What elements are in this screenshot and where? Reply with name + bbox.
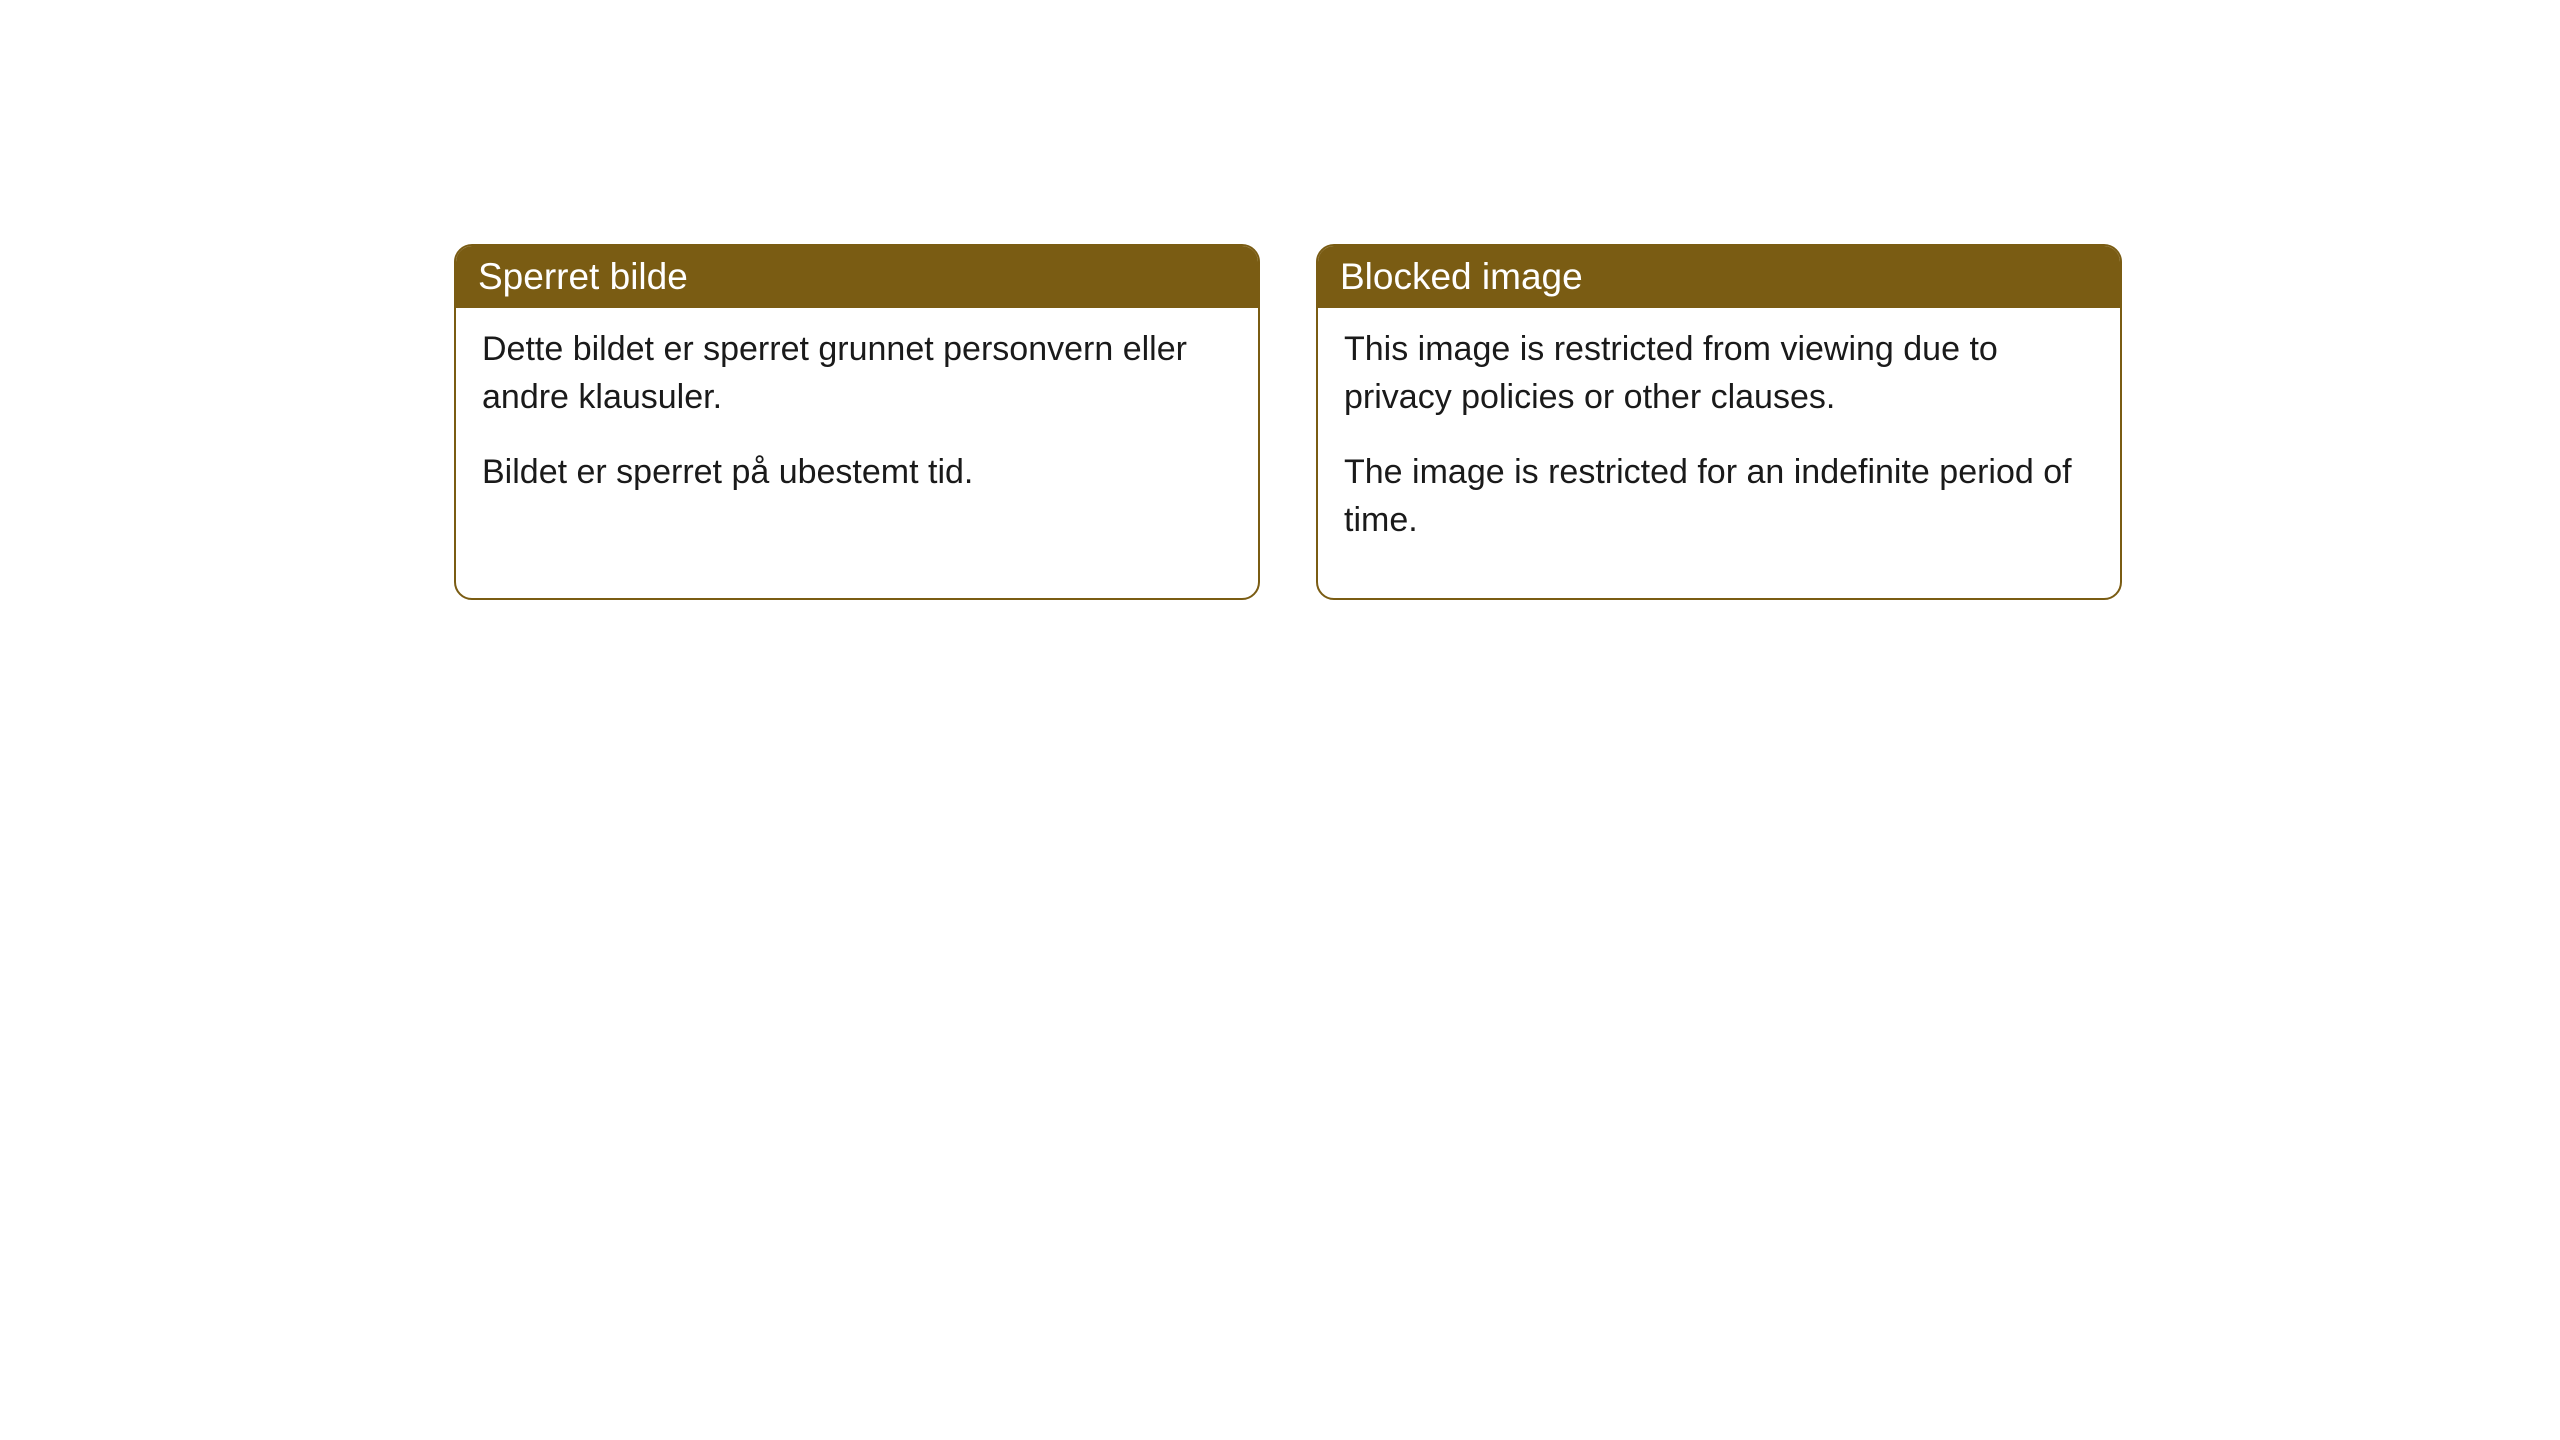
card-text-1: Dette bildet er sperret grunnet personve… <box>482 326 1232 421</box>
card-body-norwegian: Dette bildet er sperret grunnet personve… <box>456 308 1258 551</box>
card-norwegian: Sperret bilde Dette bildet er sperret gr… <box>454 244 1260 600</box>
card-english: Blocked image This image is restricted f… <box>1316 244 2122 600</box>
card-header-norwegian: Sperret bilde <box>456 246 1258 308</box>
card-text-2: Bildet er sperret på ubestemt tid. <box>482 449 1232 497</box>
cards-container: Sperret bilde Dette bildet er sperret gr… <box>454 244 2122 600</box>
card-text-1: This image is restricted from viewing du… <box>1344 326 2094 421</box>
card-header-english: Blocked image <box>1318 246 2120 308</box>
card-body-english: This image is restricted from viewing du… <box>1318 308 2120 598</box>
card-text-2: The image is restricted for an indefinit… <box>1344 449 2094 544</box>
